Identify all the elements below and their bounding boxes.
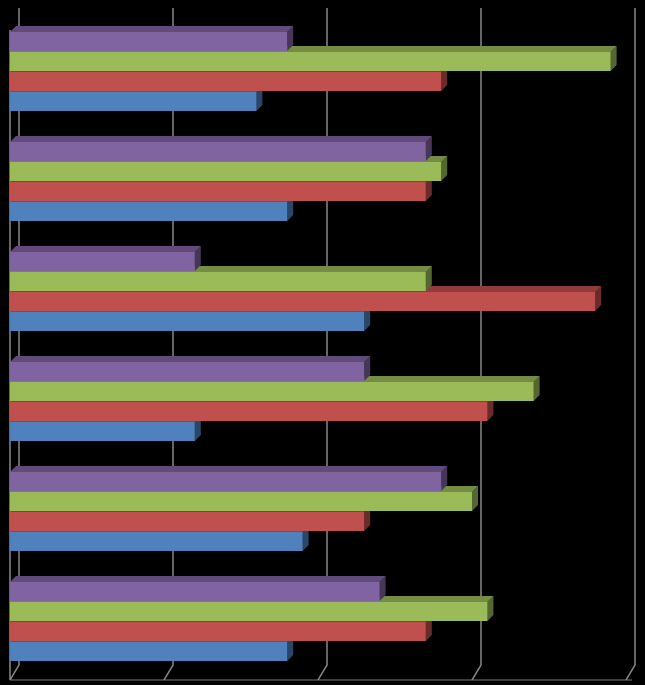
bar xyxy=(10,52,611,71)
bar-side xyxy=(287,636,294,661)
bar xyxy=(10,92,257,111)
grid-line xyxy=(471,8,482,681)
bar xyxy=(10,202,288,221)
bar-side xyxy=(364,306,371,331)
bar-side xyxy=(595,286,602,311)
bar xyxy=(10,142,426,161)
bar xyxy=(10,602,488,621)
bar xyxy=(10,492,472,511)
bar-side xyxy=(472,486,478,511)
bar-side xyxy=(194,246,201,271)
bar-side xyxy=(425,616,432,641)
bar xyxy=(10,622,426,641)
bar xyxy=(10,642,288,661)
bar xyxy=(10,512,365,531)
bar xyxy=(10,72,442,91)
bar xyxy=(10,162,442,181)
bar-top xyxy=(10,466,448,472)
bar-side xyxy=(287,196,294,221)
bar xyxy=(10,182,426,201)
bar-top xyxy=(10,576,386,582)
bar-side xyxy=(610,46,617,71)
bar xyxy=(10,472,442,491)
bar xyxy=(10,252,195,271)
bar-side xyxy=(302,526,309,551)
bar xyxy=(10,312,365,331)
bar xyxy=(10,382,534,401)
bar xyxy=(10,422,195,441)
bar-side xyxy=(441,156,448,181)
bar xyxy=(10,32,288,51)
bar-side xyxy=(379,576,386,601)
bar-side xyxy=(425,176,432,201)
bar-top xyxy=(10,26,294,32)
bar-top xyxy=(10,356,371,362)
bar-side xyxy=(364,506,371,531)
bar-side xyxy=(533,376,540,401)
bar-side xyxy=(425,266,432,291)
bar-side xyxy=(487,596,494,621)
bar xyxy=(10,272,426,291)
bar-side xyxy=(441,466,448,491)
bar xyxy=(10,292,596,311)
bar-side xyxy=(194,416,201,441)
grid-line xyxy=(163,8,174,681)
bar-side xyxy=(487,396,494,421)
bar-top xyxy=(10,246,201,252)
bar xyxy=(10,402,488,421)
bar-side xyxy=(364,356,371,381)
grid-line xyxy=(9,8,20,681)
bar-side xyxy=(287,26,294,51)
bar-side xyxy=(256,86,263,111)
bar xyxy=(10,362,365,381)
grid-line xyxy=(625,8,636,681)
bar xyxy=(10,532,303,551)
grid-line xyxy=(317,8,328,681)
bar-side xyxy=(425,136,432,161)
bar-top xyxy=(10,136,432,142)
bar-side xyxy=(441,66,448,91)
bar xyxy=(10,582,380,601)
